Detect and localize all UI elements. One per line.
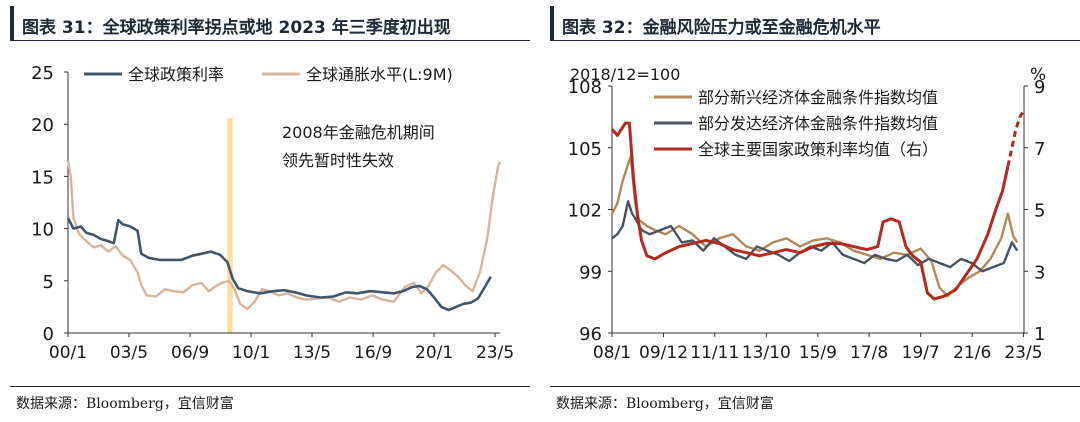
source-note: 数据来源：Bloomberg，宜信财富 — [16, 396, 234, 412]
legend-label: 全球政策利率 — [128, 65, 224, 84]
series-line — [610, 121, 1010, 301]
left-axis-unit-label: 2018/12=100 — [570, 65, 680, 84]
y-tick-label-left: 102 — [568, 201, 602, 222]
y-tick-label: 20 — [31, 115, 54, 136]
x-tick-label: 10/1 — [232, 343, 270, 363]
series-line — [610, 154, 1019, 298]
y-tick-label-right: 7 — [1034, 139, 1045, 160]
chart-header-title: 图表 31：全球政策利率拐点或地 2023 年三季度初出现 — [22, 18, 451, 38]
series-line — [66, 160, 502, 311]
y-tick-label-left: 96 — [579, 324, 602, 345]
chart-annotation: 领先暂时性失效 — [282, 151, 394, 170]
series-line — [611, 200, 1019, 273]
chart-header-title: 图表 32：金融风险压力或至金融危机水平 — [562, 18, 881, 38]
y-tick-label-left: 99 — [579, 262, 602, 283]
chart-annotation: 2008年金融危机期间 — [282, 123, 435, 142]
chart-header: 图表 32：金融风险压力或至金融危机水平 — [550, 6, 1080, 41]
x-tick-label: 09/12 — [639, 343, 688, 363]
y-tick-label-right: 1 — [1034, 324, 1045, 345]
chart-panel-left: 图表 31：全球政策利率拐点或地 2023 年三季度初出现 0 5 10 15 20 25… — [0, 0, 530, 422]
x-tick-label: 17/8 — [850, 343, 888, 363]
source-bar: 数据来源：Bloomberg，宜信财富 — [550, 386, 1080, 417]
x-tick-label: 21/6 — [953, 343, 991, 363]
y-tick-label: 5 — [43, 272, 54, 293]
x-tick-label: 20/1 — [415, 343, 453, 363]
chart-31-plot: 0 5 10 15 20 25 00/1 03/5 06/9 10/1 13/5 16/9 20/1 23… — [31, 63, 514, 363]
y-tick-label-right: 3 — [1034, 262, 1045, 283]
legend-label: 部分新兴经济体金融条件指数均值 — [698, 88, 938, 107]
x-tick-label: 19/7 — [902, 343, 940, 363]
crisis-shaded-band — [227, 118, 233, 333]
x-tick-label: 16/9 — [354, 343, 392, 363]
y-tick-label-right: 5 — [1034, 201, 1045, 222]
legend-label: 全球主要国家政策利率均值（右） — [698, 140, 938, 159]
x-tick-label: 15/9 — [799, 343, 837, 363]
chart-32-plot: 96 99 102 105 108 1 3 5 7 9 08/1 09/12 11/11 13/10 15/… — [568, 65, 1047, 363]
y-tick-label: 10 — [31, 220, 54, 241]
x-tick-label: 00/1 — [49, 343, 87, 363]
series-projection-line — [1006, 109, 1025, 167]
x-tick-label: 08/1 — [593, 343, 631, 363]
source-bar: 数据来源：Bloomberg，宜信财富 — [10, 386, 530, 417]
x-tick-label: 23/5 — [1004, 343, 1042, 363]
x-tick-label: 11/11 — [690, 343, 739, 363]
y-tick-label: 0 — [43, 324, 54, 345]
chart-header: 图表 31：全球政策利率拐点或地 2023 年三季度初出现 — [10, 6, 530, 41]
series-line — [66, 217, 492, 312]
legend-label: 全球通胀水平(L:9M) — [306, 65, 453, 84]
legend-label: 部分发达经济体金融条件指数均值 — [698, 114, 938, 133]
chart-panel-right: 图表 32：金融风险压力或至金融危机水平 96 99 102 105 108 1 3 5 7 9 0… — [540, 0, 1080, 422]
y-tick-label-left: 108 — [568, 77, 602, 98]
y-tick-label: 25 — [31, 63, 54, 84]
x-tick-label: 06/9 — [171, 343, 209, 363]
right-axis-unit-label: % — [1030, 65, 1046, 85]
y-tick-label-right: 9 — [1034, 77, 1045, 98]
y-tick-label: 15 — [31, 167, 54, 188]
x-tick-label: 13/10 — [742, 343, 791, 363]
x-tick-label: 23/5 — [476, 343, 514, 363]
x-tick-label: 13/5 — [293, 343, 331, 363]
y-tick-label-left: 105 — [568, 139, 602, 160]
source-note: 数据来源：Bloomberg，宜信财富 — [556, 396, 774, 412]
x-tick-label: 03/5 — [110, 343, 148, 363]
